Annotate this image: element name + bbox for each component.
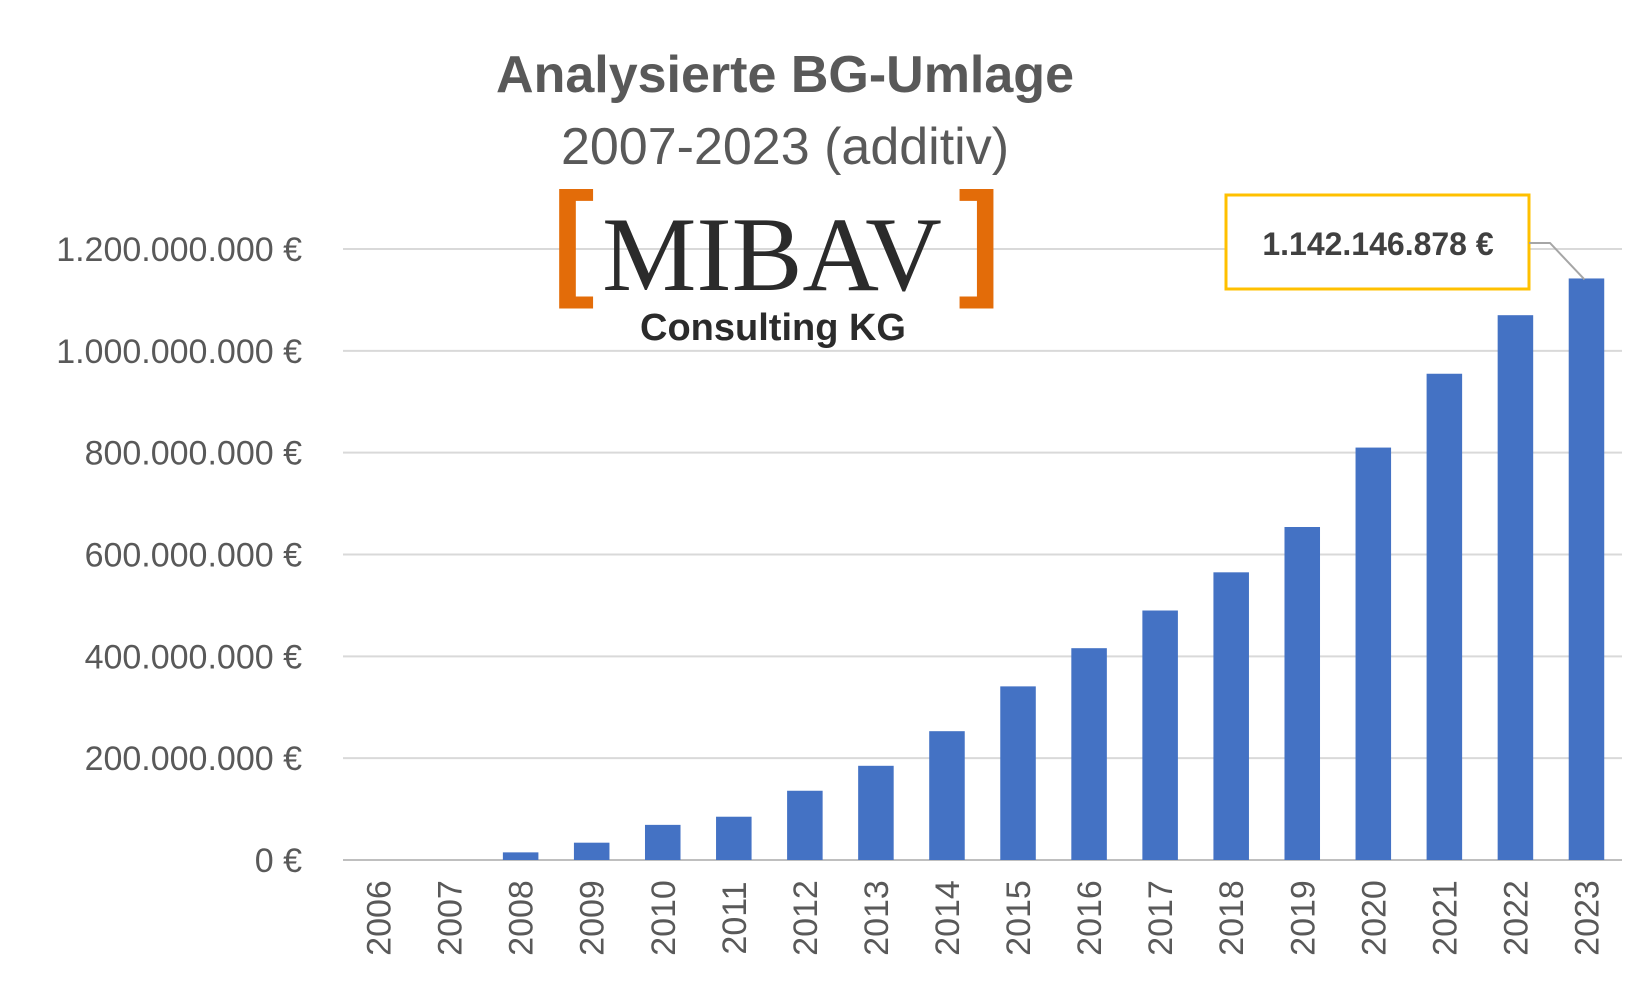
- bar-2009: [573, 842, 610, 860]
- bars: [502, 278, 1605, 861]
- y-tick-label: 400.000.000 €: [85, 638, 303, 676]
- x-tick-label: 2007: [432, 880, 470, 956]
- x-tick-label: 2010: [645, 880, 683, 956]
- bar-2023: [1568, 278, 1605, 860]
- bar-2010: [644, 824, 681, 860]
- x-tick-label: 2013: [858, 880, 896, 956]
- x-tick-label: 2020: [1355, 880, 1393, 956]
- x-tick-label: 2006: [361, 880, 399, 956]
- x-tick-label: 2014: [929, 880, 967, 956]
- x-tick-label: 2021: [1426, 880, 1464, 956]
- bar-2016: [1071, 648, 1107, 860]
- bar-2011: [716, 816, 752, 860]
- callout-leader-line: [1529, 242, 1586, 281]
- bar-2015: [1000, 686, 1036, 860]
- x-tick-label: 2008: [503, 880, 541, 956]
- x-tick-label: 2019: [1284, 880, 1322, 956]
- bar-2019: [1284, 527, 1321, 860]
- gridlines: [343, 248, 1622, 861]
- x-tick-label: 2018: [1213, 880, 1251, 956]
- logo: [ MIBAV ] Consulting KG: [552, 167, 1001, 349]
- x-tick-label: 2017: [1142, 880, 1180, 956]
- y-tick-label: 800.000.000 €: [85, 435, 303, 473]
- bar-2018: [1213, 572, 1249, 860]
- y-tick-label: 1.200.000.000 €: [56, 231, 302, 269]
- x-tick-label: 2009: [574, 880, 612, 956]
- chart-title: Analysierte BG-Umlage: [496, 46, 1074, 104]
- x-tick-label: 2015: [1000, 880, 1038, 956]
- y-tick-label: 200.000.000 €: [85, 740, 303, 778]
- value-callout: 1.142.146.878 €: [1224, 193, 1586, 291]
- bar-2013: [858, 765, 894, 860]
- bar-2021: [1426, 373, 1463, 860]
- callout-box: [1224, 193, 1531, 291]
- bar-2020: [1355, 447, 1392, 860]
- chart-subtitle: 2007-2023 (additiv): [561, 118, 1009, 176]
- x-tick-label: 2022: [1497, 880, 1535, 956]
- logo-subtitle: Consulting KG: [640, 307, 906, 349]
- x-tick-label: 2011: [716, 881, 754, 954]
- y-tick-label: 1.000.000.000 €: [56, 333, 302, 371]
- bar-2014: [929, 731, 965, 860]
- bar-2022: [1497, 315, 1534, 861]
- y-tick-label: 600.000.000 €: [85, 537, 303, 575]
- callout-label: 1.142.146.878 €: [1262, 226, 1494, 262]
- y-tick-label: 0 €: [255, 842, 302, 880]
- bar-2017: [1142, 610, 1178, 860]
- bar-2008: [502, 852, 539, 860]
- x-axis: 2006 2007 2008 2009 2010 2011 2012 2013 2014 2015…: [361, 880, 1607, 956]
- logo-bracket-left: [: [552, 167, 595, 310]
- logo-name: MIBAV: [602, 196, 942, 313]
- x-tick-label: 2023: [1568, 880, 1606, 956]
- y-axis: 0 € 200.000.000 € 400.000.000 € 600.000.000…: [56, 231, 302, 880]
- x-tick-label: 2016: [1071, 880, 1109, 956]
- bar-2012: [787, 790, 823, 860]
- logo-bracket-right: ]: [958, 167, 1001, 310]
- x-tick-label: 2012: [787, 880, 825, 956]
